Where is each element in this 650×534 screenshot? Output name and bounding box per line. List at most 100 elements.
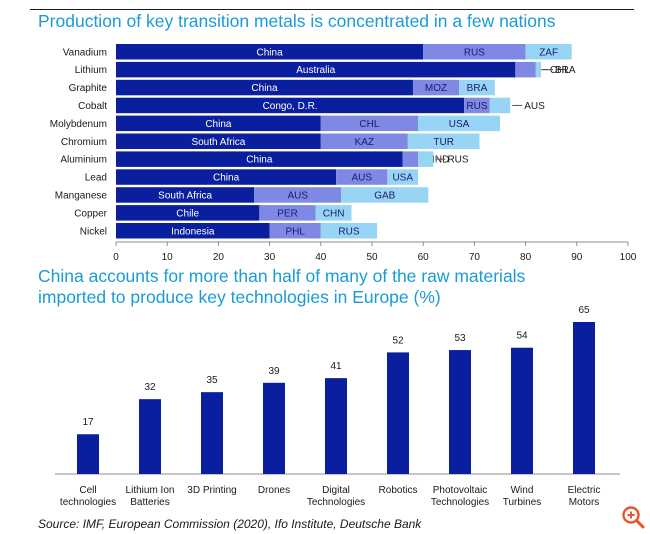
category-label-nickel: Nickel: [80, 226, 107, 237]
bar-segment-lithium-3: [535, 61, 541, 78]
bar-drones: [263, 382, 285, 474]
bar-segment-lithium-2: [515, 61, 536, 78]
category-label: Technologies: [431, 497, 489, 508]
x-tick-label: 0: [113, 252, 119, 263]
x-tick-label: 30: [264, 252, 276, 263]
bar-segment-manganese-2: [254, 187, 342, 203]
category-label: 3D Printing: [187, 485, 236, 496]
bar-cell-technologies: [77, 434, 99, 474]
category-label: Technologies: [307, 497, 365, 508]
segment-label: PER: [277, 208, 298, 219]
bar-electric-motors: [573, 322, 595, 474]
category-label-lead: Lead: [85, 173, 107, 184]
segment-label: Chile: [176, 208, 199, 219]
x-tick-label: 100: [620, 252, 637, 263]
bar-segment-manganese-3: [341, 187, 429, 203]
segment-label: GAB: [374, 190, 395, 201]
bar-value-label: 54: [516, 331, 528, 342]
bar-wind-turbines: [511, 347, 533, 474]
bar-value-label: 53: [454, 333, 466, 344]
bar-segment-aluminium-2: [402, 151, 419, 167]
bar-segment-molybdenum-1: [116, 115, 321, 132]
segment-label-outside: IND: [432, 155, 449, 166]
segment-label: CHL: [359, 119, 379, 130]
bar-segment-copper-3: [315, 205, 352, 221]
segment-label: MOZ: [425, 83, 447, 94]
segment-label: TUR: [433, 137, 454, 148]
bar-value-label: 39: [268, 366, 280, 377]
segment-label: China: [246, 155, 273, 166]
chart1-title: Production of key transition metals is c…: [38, 11, 556, 31]
chart2-title-line2: imported to produce key technologies in …: [38, 287, 441, 307]
category-label: Cell: [79, 485, 96, 496]
category-label-vanadium: Vanadium: [63, 47, 107, 58]
category-label: Robotics: [379, 485, 418, 496]
bar-segment-nickel-2: [269, 223, 321, 239]
category-label-aluminium: Aluminium: [60, 155, 107, 166]
category-label-cobalt: Cobalt: [78, 101, 107, 112]
top-rule: [30, 9, 634, 10]
bar-robotics: [387, 352, 409, 474]
segment-label-outside: BRA: [555, 65, 576, 76]
category-label: Photovoltaic: [433, 485, 487, 496]
category-label-chromium: Chromium: [61, 137, 107, 148]
segment-label: RUS: [464, 47, 485, 58]
bar-segment-molybdenum-3: [418, 115, 500, 132]
bar-photovoltaic-technologies: [449, 350, 471, 474]
category-label-copper: Copper: [74, 208, 107, 219]
x-tick-label: 90: [571, 252, 583, 263]
bar-segment-lead-1: [116, 169, 337, 185]
segment-label: AUS: [351, 173, 372, 184]
segment-label: South Africa: [191, 137, 245, 148]
segment-label: PHL: [285, 226, 305, 237]
bar-segment-graphite-1: [116, 79, 413, 96]
bar-segment-chromium-1: [116, 133, 321, 149]
x-tick-label: 20: [213, 252, 225, 263]
segment-label: South Africa: [158, 190, 212, 201]
bar-segment-vanadium-3: [525, 44, 572, 60]
segment-label: China: [205, 119, 232, 130]
category-label: technologies: [60, 497, 116, 508]
segment-label: RUS: [338, 226, 359, 237]
bar-value-label: 35: [206, 375, 218, 386]
bar-segment-vanadium-2: [423, 44, 526, 60]
category-label: Wind: [511, 485, 534, 496]
bar-value-label: 32: [144, 382, 156, 393]
bar-segment-nickel-1: [116, 223, 270, 239]
x-tick-label: 10: [162, 252, 174, 263]
bar-segment-lithium-1: [116, 61, 516, 78]
bar-segment-copper-2: [259, 205, 316, 221]
x-tick-label: 70: [469, 252, 481, 263]
category-label: Turbines: [503, 497, 542, 508]
segment-label: Indonesia: [171, 226, 215, 237]
category-label-molybdenum: Molybdenum: [50, 119, 107, 130]
bar-segment-copper-1: [116, 205, 260, 221]
bar-lithium-ion-batteries: [139, 399, 161, 474]
x-tick-label: 80: [520, 252, 532, 263]
bar-segment-cobalt-1: [116, 97, 465, 114]
segment-label: Australia: [296, 65, 335, 76]
zoom-in-icon[interactable]: [620, 504, 646, 530]
bar-segment-lead-3: [387, 169, 419, 185]
bar-segment-chromium-3: [407, 133, 480, 149]
segment-label: KAZ: [355, 137, 374, 148]
segment-label: RUS: [466, 101, 487, 112]
bar-segment-aluminium-1: [116, 151, 403, 167]
category-label-manganese: Manganese: [55, 190, 108, 201]
category-label-lithium: Lithium: [75, 65, 107, 76]
bar-digital-technologies: [325, 378, 347, 474]
segment-label: USA: [449, 119, 470, 130]
x-tick-label: 50: [366, 252, 378, 263]
bar-segment-chromium-2: [320, 133, 408, 149]
category-label: Digital: [322, 485, 350, 496]
segment-label: China: [257, 47, 284, 58]
segment-label: China: [251, 83, 278, 94]
segment-label-outside: AUS: [524, 101, 545, 112]
source-note: Source: IMF, European Commission (2020),…: [38, 517, 422, 531]
bar-value-label: 17: [82, 417, 94, 428]
category-label: Drones: [258, 485, 290, 496]
bar-segment-manganese-1: [116, 187, 255, 203]
segment-label-outside: RUS: [447, 155, 468, 166]
bar-segment-nickel-3: [320, 223, 378, 239]
